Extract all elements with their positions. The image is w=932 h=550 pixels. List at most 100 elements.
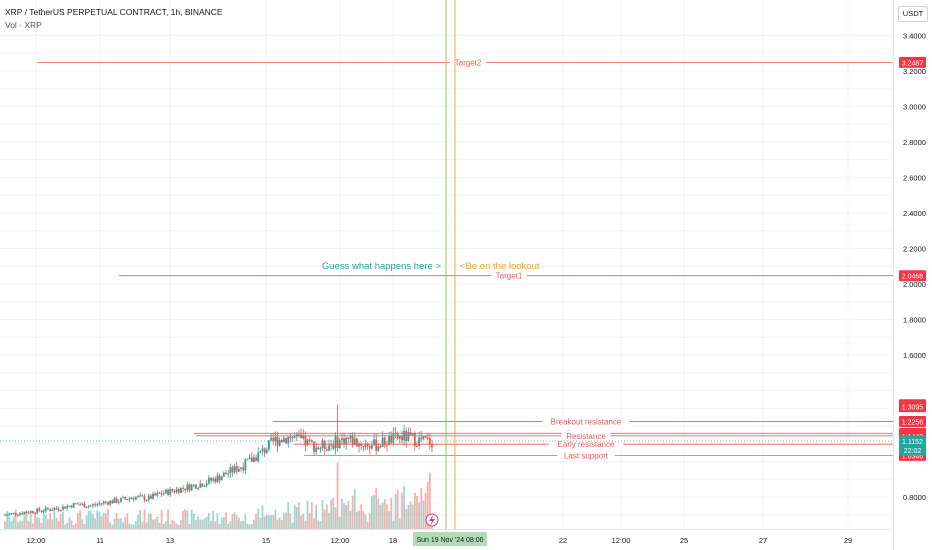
- volume-bar: [147, 513, 150, 529]
- candle-body: [388, 435, 390, 446]
- candle-body: [96, 504, 99, 506]
- volume-bars: [4, 462, 433, 529]
- price-level-label: Breakout resistance: [551, 417, 622, 426]
- volume-bar: [392, 520, 395, 529]
- candle-body: [83, 503, 86, 508]
- price-tick-label: 1.6000: [903, 351, 926, 360]
- lightning-glyph: [429, 515, 435, 526]
- candle-body: [57, 508, 60, 510]
- time-tick-label: 11: [96, 536, 104, 545]
- candle-body: [19, 513, 21, 515]
- volume-bar: [203, 518, 206, 529]
- candle-body: [143, 496, 146, 501]
- volume-bar: [177, 524, 180, 529]
- candle-body: [411, 433, 414, 435]
- time-axis[interactable]: 12:00 11 13 15 12:00 18 22 12:00 25 27 29 Sun 19 No…: [27, 532, 853, 546]
- candle-body: [102, 501, 105, 504]
- candle-body: [319, 447, 322, 450]
- candle-body: [180, 487, 182, 493]
- volume-bar: [315, 504, 318, 529]
- candle-body: [201, 483, 204, 487]
- price-level-label: Early resistance: [558, 440, 615, 449]
- volume-bar: [55, 517, 58, 529]
- volume-bar: [428, 472, 431, 529]
- candle-body: [358, 443, 360, 447]
- volume-bar: [169, 524, 172, 529]
- volume-bar: [216, 513, 219, 529]
- volume-bar: [57, 520, 60, 529]
- countdown-label: 22:02: [904, 448, 922, 455]
- candle-body: [398, 436, 401, 439]
- volume-bar: [205, 516, 208, 529]
- candle-body: [323, 440, 326, 450]
- volume-bar: [362, 511, 365, 529]
- volume-bar: [218, 523, 221, 529]
- candle-body: [167, 489, 169, 495]
- price-level-label: Target2: [455, 58, 482, 67]
- volume-bar: [115, 513, 118, 529]
- candle-body: [265, 449, 268, 453]
- candle-body: [330, 445, 333, 447]
- volume-bar: [330, 499, 333, 529]
- volume-bar: [77, 512, 79, 529]
- volume-bar: [25, 510, 28, 529]
- candle-body: [89, 505, 92, 507]
- candle-body: [25, 512, 28, 514]
- volume-bar: [171, 520, 174, 529]
- candle-body: [34, 512, 36, 514]
- candle-body: [109, 500, 112, 505]
- candle-body: [347, 437, 350, 439]
- volume-bar: [334, 507, 337, 529]
- volume-bar: [124, 516, 127, 529]
- volume-bar: [98, 511, 101, 529]
- candle-body: [177, 489, 180, 493]
- annotations: Guess what happens here > <Be on the look…: [322, 261, 540, 527]
- candle-body: [14, 512, 17, 515]
- candle-body: [70, 505, 73, 508]
- price-level-label-bg: [557, 450, 615, 461]
- candle-body: [55, 508, 58, 510]
- volume-bar: [21, 521, 24, 529]
- volume-bar: [377, 498, 380, 529]
- candle-body: [253, 457, 255, 462]
- currency-selector[interactable]: USDT: [898, 6, 928, 22]
- candle-body: [424, 436, 427, 438]
- candle-body: [227, 473, 230, 475]
- volume-bar: [371, 496, 373, 529]
- candle-body: [59, 509, 62, 511]
- annotation-left: Guess what happens here >: [322, 261, 442, 272]
- candle-body: [31, 511, 34, 513]
- volume-bar: [355, 511, 358, 529]
- price-level-box: [899, 270, 926, 282]
- candle-body: [287, 436, 290, 444]
- volume-bar: [119, 518, 122, 529]
- candle-body: [308, 439, 311, 441]
- candle-body: [418, 437, 421, 446]
- candle-body: [413, 433, 416, 446]
- candle-body: [128, 498, 131, 500]
- candle-body: [317, 447, 320, 450]
- volume-bar: [409, 501, 412, 529]
- volume-bar: [186, 510, 189, 529]
- candle-body: [220, 476, 223, 481]
- volume-bar: [212, 511, 215, 529]
- volume-bar: [72, 524, 75, 529]
- volume-bar: [12, 517, 15, 529]
- price-axis[interactable]: 3.4000 3.2000 3.0000 2.8000 2.6000 2.4000 2.20…: [903, 32, 926, 503]
- volume-bar: [388, 511, 390, 529]
- volume-bar: [373, 495, 375, 529]
- volume-bar: [386, 504, 388, 529]
- volume-indicator-label[interactable]: Vol · XRP: [5, 20, 42, 30]
- volume-bar: [349, 510, 352, 529]
- volume-bar: [222, 517, 225, 529]
- vertical-markers: [445, 0, 456, 529]
- volume-bar: [351, 495, 354, 529]
- volume-bar: [113, 518, 116, 529]
- volume-bar: [173, 521, 176, 529]
- volume-bar: [300, 515, 303, 529]
- candle-body: [428, 438, 431, 445]
- volume-bar: [261, 505, 264, 529]
- volume-bar: [237, 517, 240, 529]
- volume-bar: [345, 504, 348, 529]
